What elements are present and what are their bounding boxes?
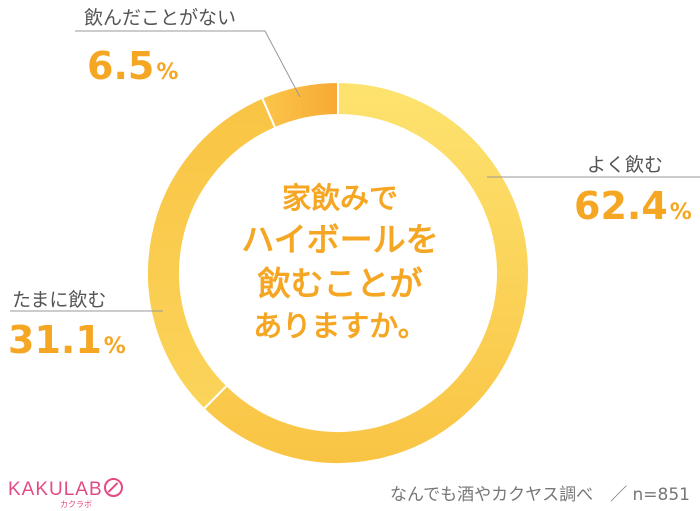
logo-mark-icon (103, 478, 123, 497)
slice-value-never-unit: % (156, 60, 179, 85)
title-line-2: ハイボールを (241, 220, 439, 259)
slice-frequent (202, 80, 530, 465)
slice-value-frequent: 62.4% (574, 186, 692, 233)
slice-label-never: 飲んだことがない (84, 7, 237, 29)
slice-value-never: 6.5% (87, 46, 178, 93)
slice-value-frequent-unit: % (669, 200, 692, 225)
source-note: なんでも酒やカクヤス調べ ／ n=851 (389, 485, 690, 505)
logo-text: KAKULAB (8, 479, 103, 500)
slice-value-frequent-number: 62.4 (574, 184, 668, 228)
slice-value-never-number: 6.5 (87, 44, 155, 88)
leader-line-never (75, 30, 301, 98)
slice-value-sometimes: 31.1% (8, 320, 126, 367)
slice-label-sometimes: たまに飲む (12, 289, 107, 311)
logo-subtext: カクラボ (60, 500, 92, 509)
slice-value-sometimes-number: 31.1 (8, 318, 102, 362)
title-line-3: 飲むことが (257, 264, 423, 303)
chart-title: 家飲みで ハイボールを 飲むことが ありますか。 (215, 178, 465, 346)
slice-value-sometimes-unit: % (103, 334, 126, 359)
slice-never (260, 80, 339, 130)
title-line-4: ありますか。 (253, 309, 427, 343)
slice-label-frequent: よく飲む (587, 154, 664, 176)
kakulab-logo: KAKULAB (8, 478, 123, 501)
title-line-1: 家飲みで (281, 181, 398, 215)
